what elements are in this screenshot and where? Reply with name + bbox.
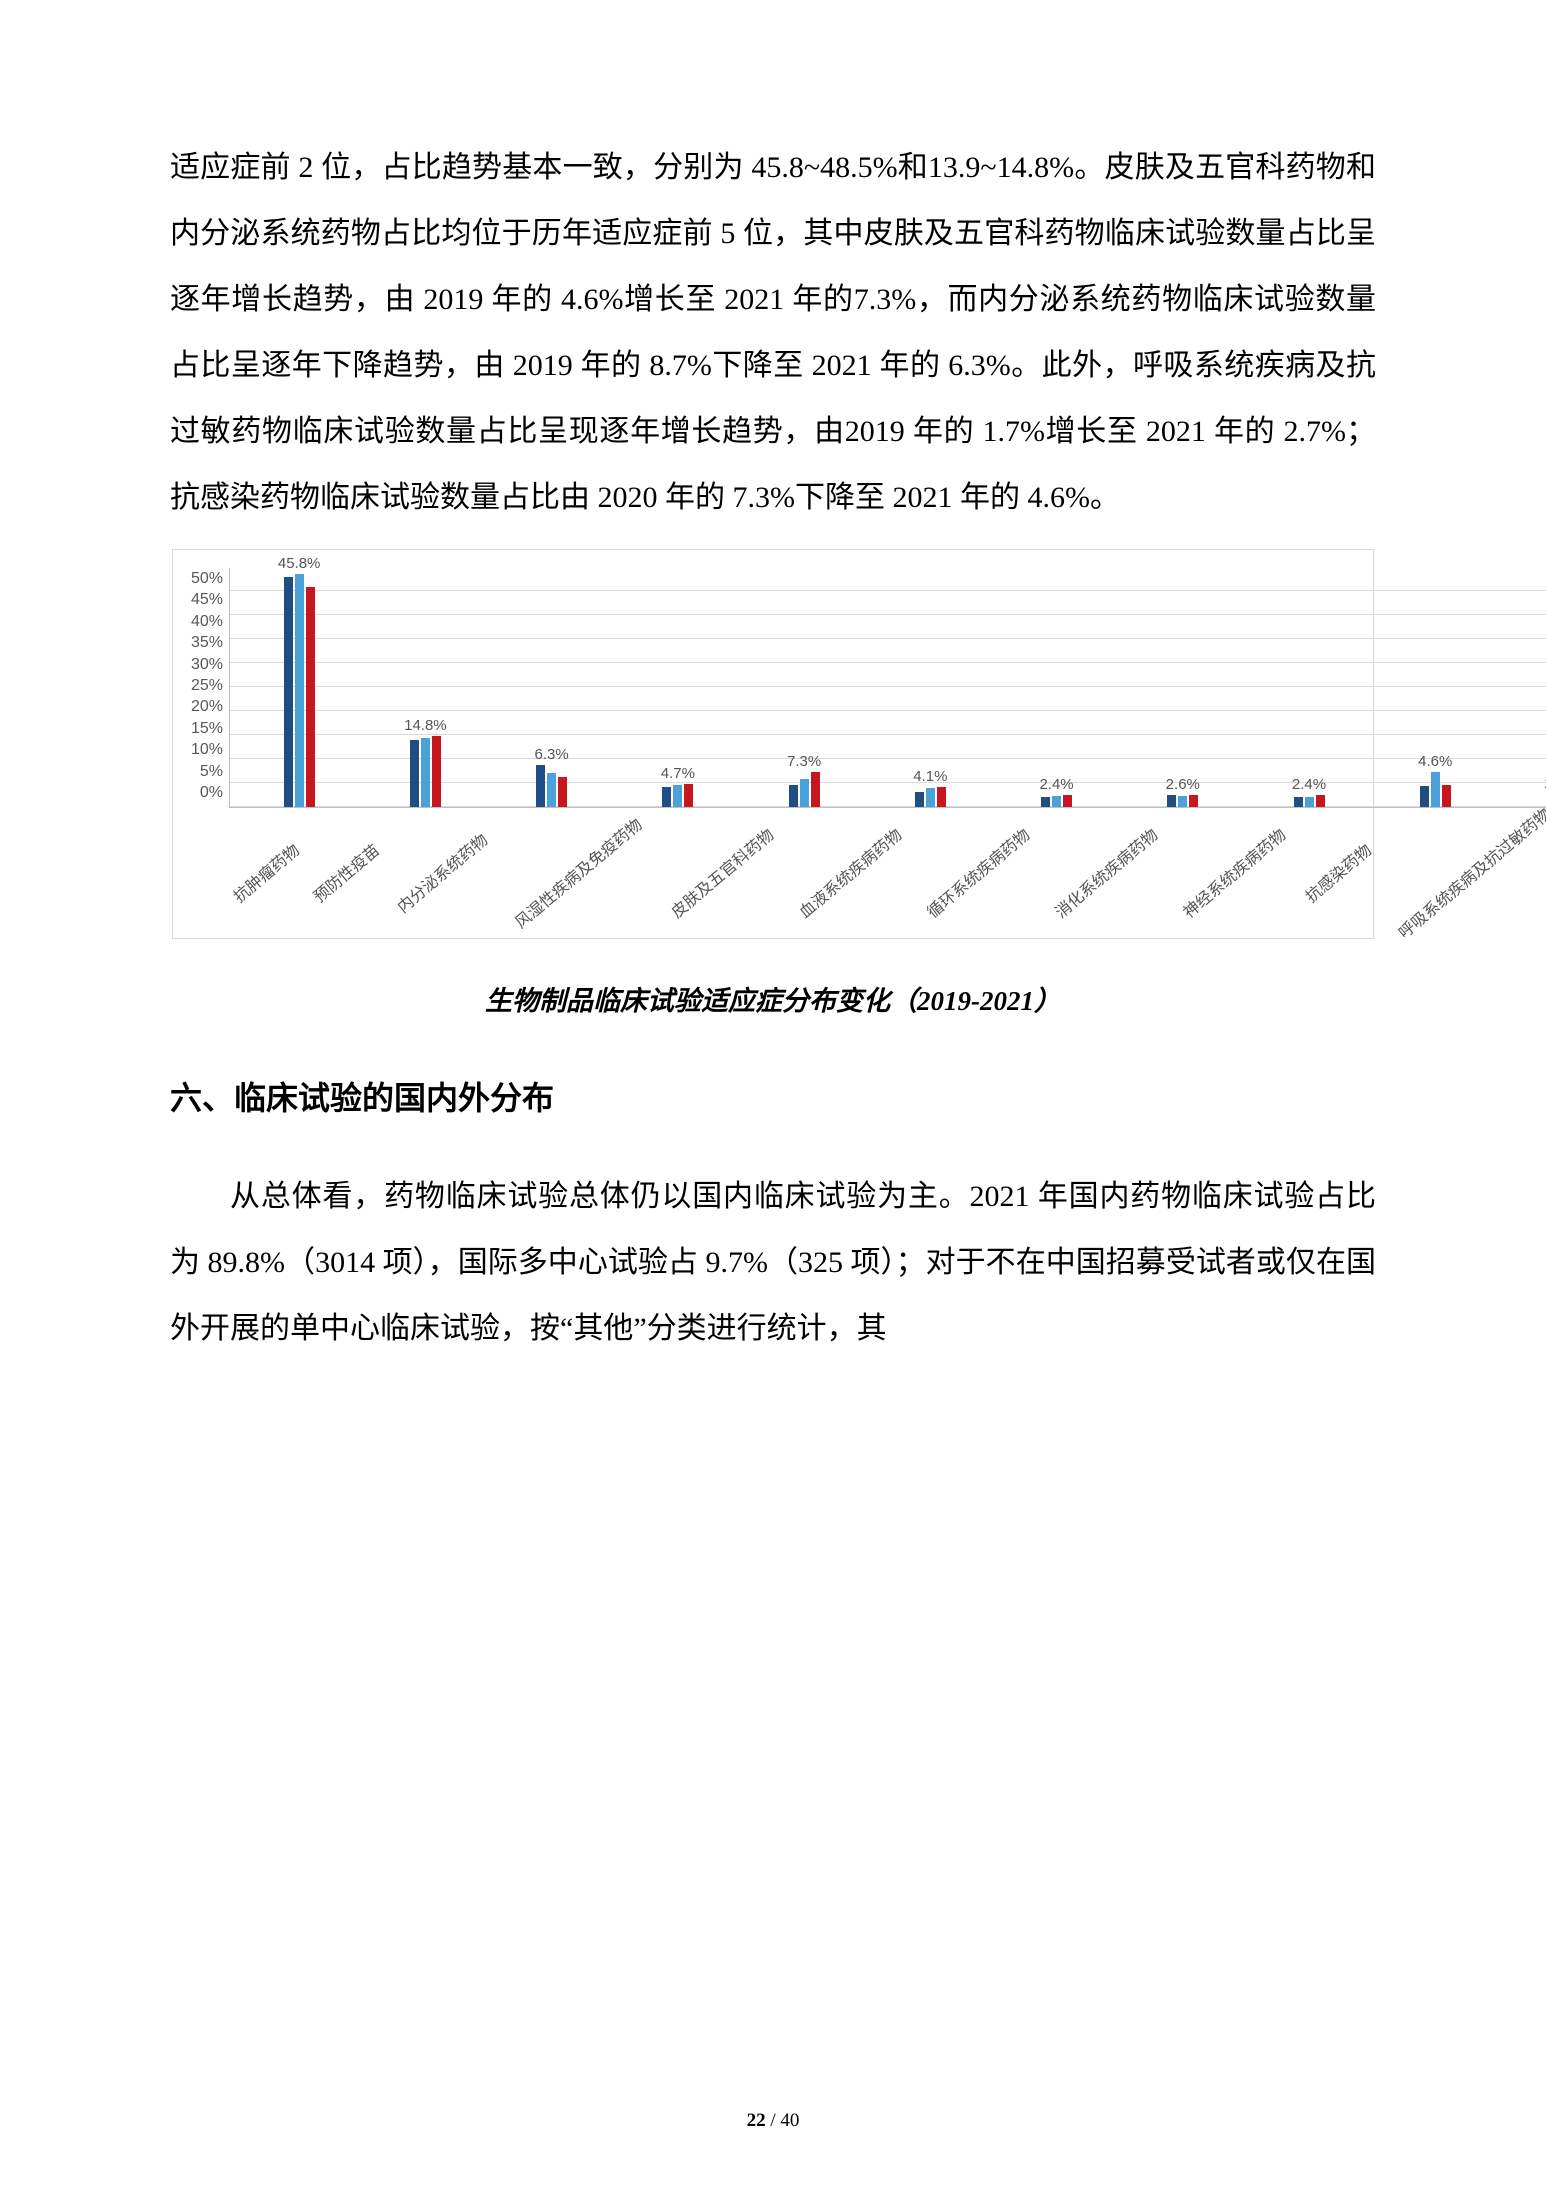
bar-2020 [800, 779, 809, 807]
ytick-label: 30% [191, 656, 223, 674]
paragraph-1: 适应症前 2 位，占比趋势基本一致，分别为 45.8~48.5%和13.9~14… [170, 135, 1376, 531]
bar-2020 [673, 785, 682, 807]
bar-2021 [684, 784, 693, 807]
bar-2021 [1442, 785, 1451, 807]
ytick-label: 0% [191, 784, 223, 802]
bar-value-label: 4.6% [1418, 753, 1452, 770]
bar-group: 2.6% [1120, 795, 1246, 807]
bar-2019 [1420, 786, 1429, 807]
bar-value-label: 4.7% [661, 765, 695, 782]
xtick-label: 呼吸系统疾病及抗过敏药物 [1392, 801, 1546, 1016]
bar-2020 [421, 738, 430, 807]
bar-2019 [536, 765, 545, 807]
bar-2019 [662, 787, 671, 807]
chart-y-axis: 50% 45% 40% 35% 30% 25% 20% 15% 10% 5% 0% [191, 570, 229, 802]
bar-2019 [1041, 797, 1050, 807]
bar-value-label: 6.3% [535, 746, 569, 763]
chart-caption: 生物制品临床试验适应症分布变化（2019-2021） [170, 979, 1376, 1018]
page-current: 22 [747, 2110, 766, 2131]
bar-value-label: 14.8% [404, 717, 447, 734]
ytick-label: 5% [191, 763, 223, 781]
bar-2021 [1063, 795, 1072, 807]
bar-2021 [1189, 795, 1198, 807]
paragraph-2: 从总体看，药物临床试验总体仍以国内临床试验为主。2021 年国内药物临床试验占比… [170, 1164, 1376, 1362]
distribution-chart: 50%45%40%35%30%25%20%15%10%5%0% 45.8%14.… [172, 549, 1374, 939]
bar-2021 [937, 787, 946, 807]
bar-value-label: 4.1% [913, 768, 947, 785]
ytick-label: 35% [191, 634, 223, 652]
bar-value-label: 2.4% [1292, 776, 1326, 793]
bar-2019 [284, 577, 293, 807]
bar-2021 [432, 736, 441, 807]
bar-group: 6.3% [489, 765, 615, 807]
ytick-label: 20% [191, 698, 223, 716]
bar-2020 [1052, 796, 1061, 807]
section-heading: 六、临床试验的国内外分布 [170, 1073, 1376, 1119]
bar-2019 [789, 785, 798, 807]
bar-2020 [1178, 796, 1187, 807]
bar-2020 [1305, 797, 1314, 807]
bar-value-label: 7.3% [787, 753, 821, 770]
bar-2019 [1294, 797, 1303, 807]
chart-bar-groups: 45.8%14.8%6.3%4.7%7.3%4.1%2.4%2.6%2.4%4.… [230, 568, 1546, 807]
bar-group: 2.4% [993, 795, 1119, 807]
bar-group: 45.8% [236, 574, 362, 807]
bar-group: 7.3% [741, 772, 867, 807]
ytick-label: 50% [191, 570, 223, 588]
bar-value-label: 2.4% [1039, 776, 1073, 793]
ytick-label: 10% [191, 741, 223, 759]
ytick-label: 40% [191, 613, 223, 631]
bar-2021 [1316, 795, 1325, 807]
ytick-label: 25% [191, 677, 223, 695]
bar-2020 [1431, 772, 1440, 807]
page-total: 40 [780, 2110, 799, 2131]
bar-2021 [811, 772, 820, 807]
ytick-label: 15% [191, 720, 223, 738]
bar-group: 14.8% [362, 736, 488, 807]
page-number: 22 / 40 [0, 2110, 1546, 2132]
bar-2020 [547, 773, 556, 807]
ytick-label: 45% [191, 591, 223, 609]
bar-value-label: 2.6% [1166, 776, 1200, 793]
bar-2021 [558, 777, 567, 807]
bar-2020 [295, 574, 304, 807]
bar-value-label: 45.8% [278, 555, 321, 572]
bar-group: 4.1% [867, 787, 993, 807]
bar-group: 2.4% [1246, 795, 1372, 807]
bar-2019 [1167, 795, 1176, 807]
bar-group: 4.7% [615, 784, 741, 807]
page: 适应症前 2 位，占比趋势基本一致，分别为 45.8~48.5%和13.9~14… [0, 0, 1546, 2187]
chart-x-axis: 抗肿瘤药物预防性疫苗内分泌系统药物风湿性疾病及免疫药物皮肤及五官科药物血液系统疾… [229, 812, 1546, 932]
bar-2020 [926, 788, 935, 807]
bar-2019 [915, 792, 924, 807]
bar-group: 4.6% [1372, 772, 1498, 807]
bar-2019 [410, 740, 419, 807]
chart-plot-area: 45.8%14.8%6.3%4.7%7.3%4.1%2.4%2.6%2.4%4.… [229, 568, 1546, 808]
bar-2021 [306, 587, 315, 807]
